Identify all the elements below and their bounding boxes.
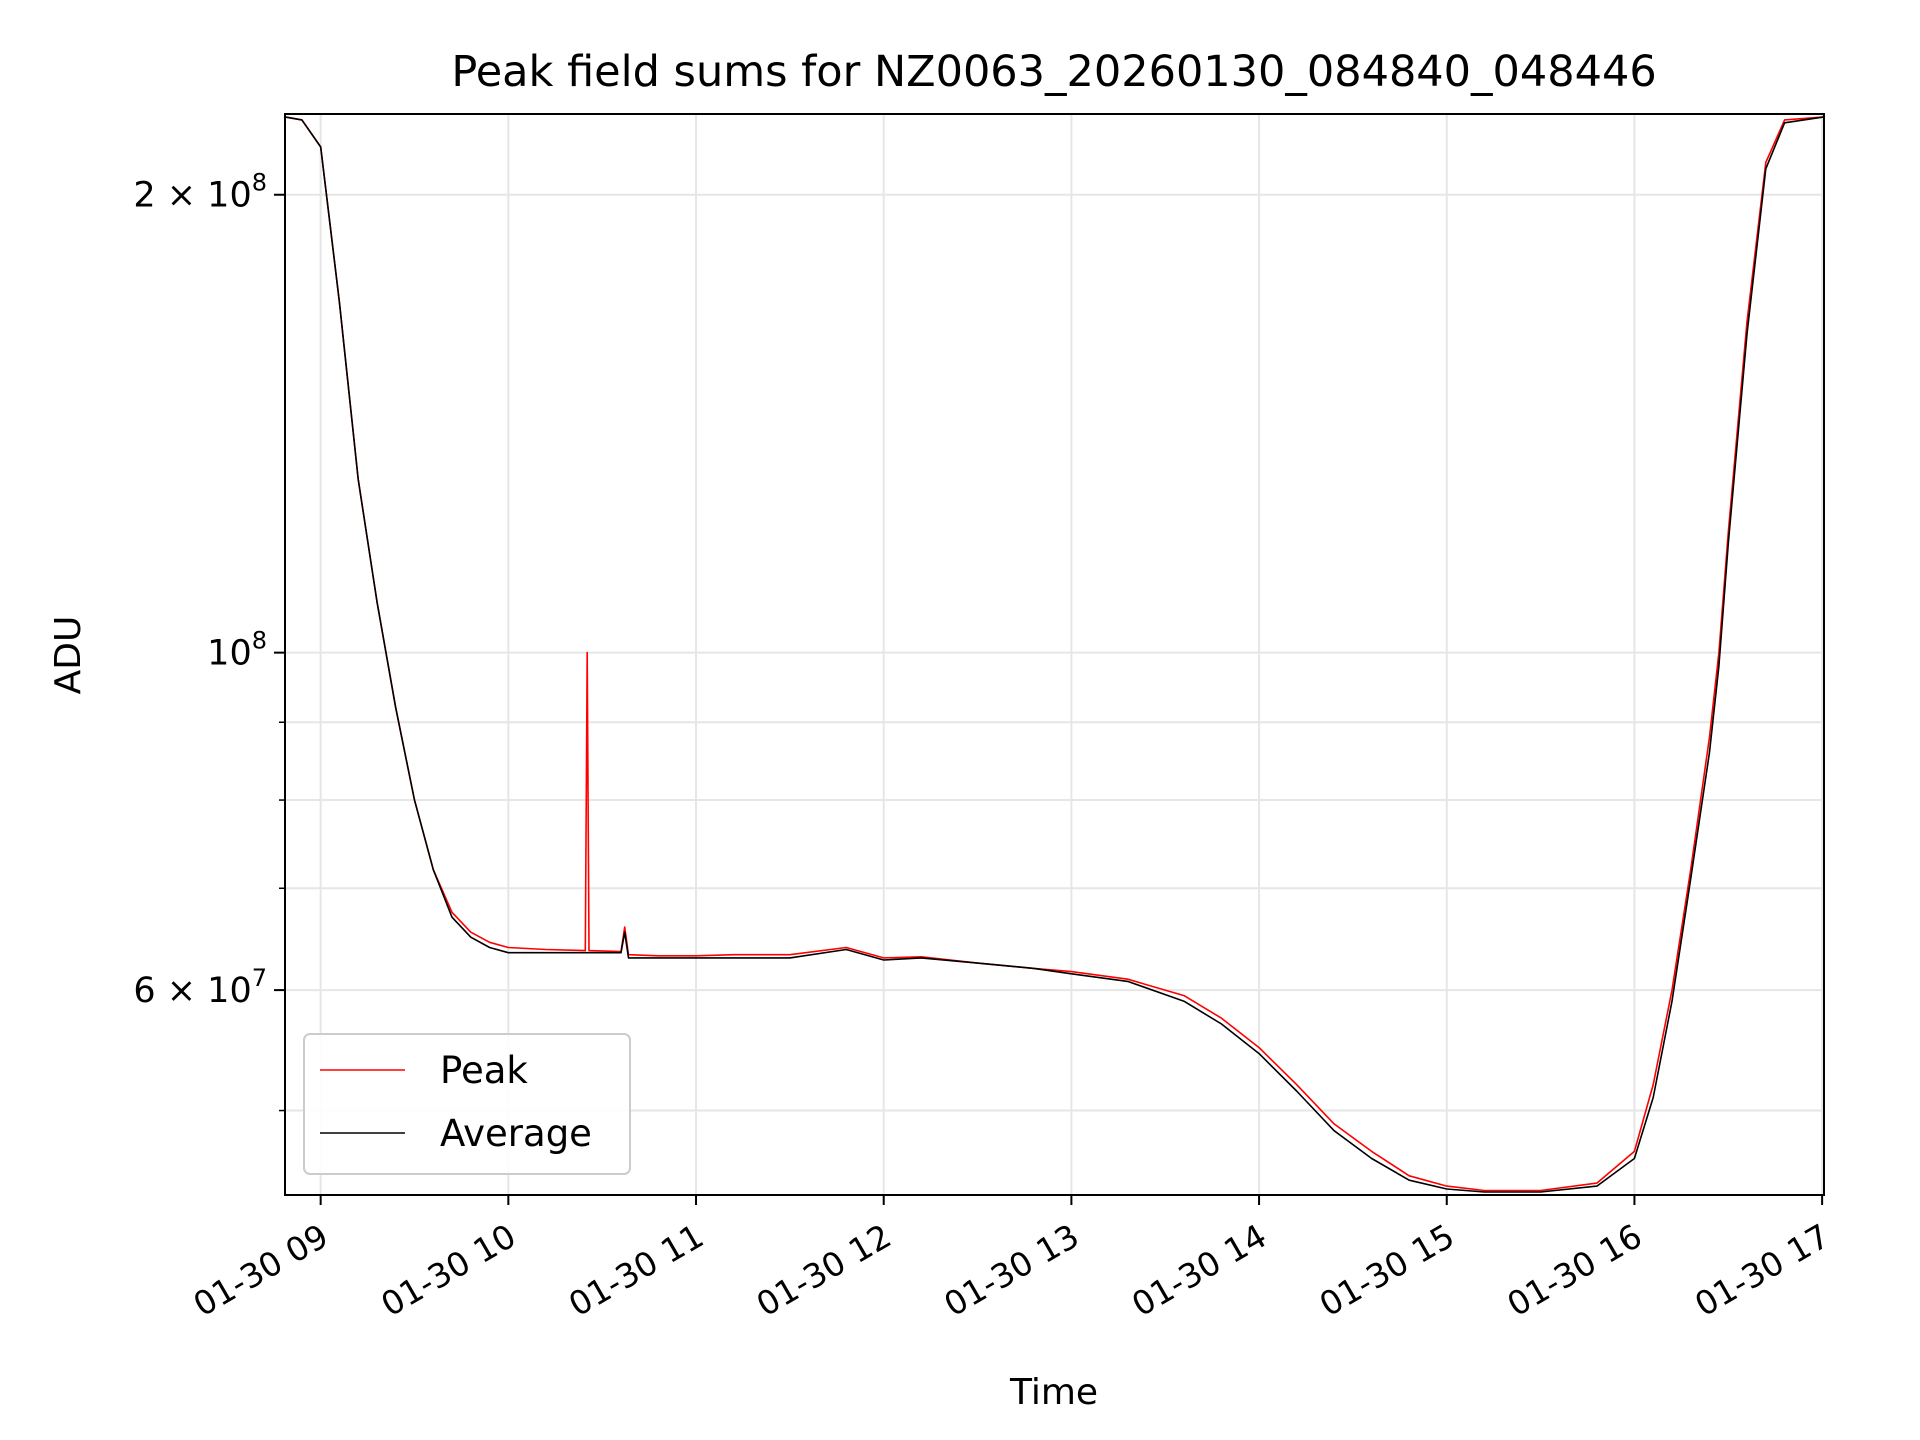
chart-title: Peak field sums for NZ0063_20260130_0848… [451, 47, 1656, 97]
y-tick-base: 6 × 10 [133, 971, 251, 1011]
plot-frame [284, 113, 1825, 1196]
y-tick-label: 6 × 107 [133, 964, 267, 1011]
y-tick-label: 2 × 108 [133, 169, 267, 216]
series-line-peak [284, 116, 1825, 1192]
series-line-average [284, 116, 1825, 1193]
y-tick-exponent: 7 [252, 964, 267, 992]
y-axis-label: ADU [48, 616, 89, 695]
x-axis-label: Time [1009, 1372, 1098, 1413]
legend: Peak Average [303, 1033, 631, 1175]
y-tick-exponent: 8 [252, 169, 267, 197]
series-layer [284, 116, 1825, 1193]
legend-average-label: Average [440, 1112, 592, 1155]
legend-peak-label: Peak [440, 1049, 528, 1092]
y-tick-exponent: 8 [252, 627, 267, 655]
legend-box [303, 1033, 631, 1175]
y-tick-base: 10 [207, 634, 252, 674]
grid [285, 114, 1824, 1195]
y-tick-label: 108 [207, 627, 267, 674]
y-tick-base: 2 × 10 [133, 176, 251, 216]
